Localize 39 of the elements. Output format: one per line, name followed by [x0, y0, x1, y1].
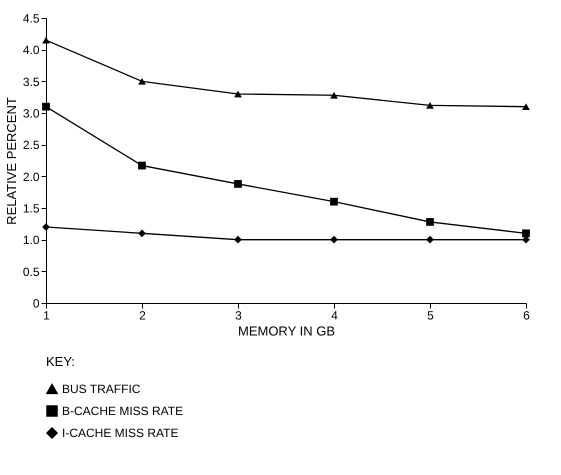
point	[426, 236, 434, 244]
x-axis-title: MEMORY IN GB	[238, 324, 336, 338]
legend-label: BUS TRAFFIC	[62, 382, 141, 396]
y-tick-label: 2.5	[22, 138, 40, 152]
point	[234, 90, 242, 98]
point	[138, 229, 146, 238]
y-axis-title: RELATIVE PERCENT	[4, 97, 19, 225]
y-tick-label: 3.5	[22, 74, 40, 89]
point	[138, 78, 146, 85]
x-tick-label: 2	[139, 308, 146, 322]
y-tick-label: 0.5	[22, 264, 40, 279]
point	[522, 103, 530, 110]
point	[330, 92, 338, 99]
y-tick-label: 1.0	[22, 233, 40, 248]
x-tick-label: 5	[427, 308, 434, 322]
point	[234, 236, 242, 244]
point	[138, 162, 146, 170]
legend-title: KEY:	[46, 354, 75, 369]
x-tick-label: 1	[43, 308, 50, 322]
point	[234, 180, 242, 188]
point	[522, 229, 530, 238]
legend-label: I-CACHE MISS RATE	[62, 426, 178, 440]
x-tick-label: 6	[523, 308, 530, 322]
legend-label: B-CACHE MISS RATE	[62, 404, 184, 418]
y-tick-label: 1.5	[22, 202, 40, 216]
x-tick-label: 3	[235, 308, 242, 322]
point	[42, 36, 50, 44]
y-tick-label: 4.0	[22, 43, 40, 58]
point	[426, 102, 434, 109]
y-tick-label: 4.5	[22, 12, 40, 26]
x-tick-label: 4	[331, 308, 338, 322]
point	[330, 236, 338, 244]
y-tick-label: 3.0	[22, 106, 40, 120]
point	[426, 218, 434, 226]
point	[42, 223, 50, 231]
y-tick-label: 0	[32, 296, 40, 310]
y-tick-label: 2.0	[22, 170, 40, 184]
point	[330, 198, 338, 206]
point	[42, 102, 50, 111]
